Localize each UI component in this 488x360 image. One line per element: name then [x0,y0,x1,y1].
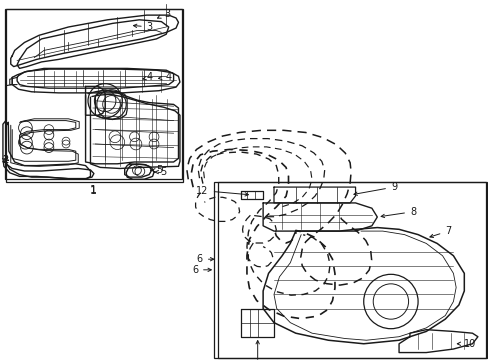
Text: 3: 3 [133,22,153,32]
Bar [214,182,485,358]
Text: 12: 12 [196,186,248,196]
Text: 2: 2 [2,155,9,165]
Bar [217,182,486,358]
Text: 4: 4 [158,72,171,82]
Text: 3: 3 [157,9,170,19]
Text: 11: 11 [251,341,263,360]
Bar [6,9,183,182]
Text: 6: 6 [196,254,213,264]
Text: 10: 10 [456,339,476,349]
Text: 9: 9 [353,182,396,195]
Text: 6: 6 [191,265,211,275]
Bar [5,9,182,179]
Text: 7: 7 [429,226,450,238]
Text: 5: 5 [154,167,166,177]
Text: 8: 8 [380,207,415,217]
Text: 4: 4 [142,72,153,82]
Text: 1: 1 [89,185,96,195]
Text: 5: 5 [151,165,163,175]
Text: 1: 1 [89,186,96,197]
Text: 2: 2 [2,155,9,165]
